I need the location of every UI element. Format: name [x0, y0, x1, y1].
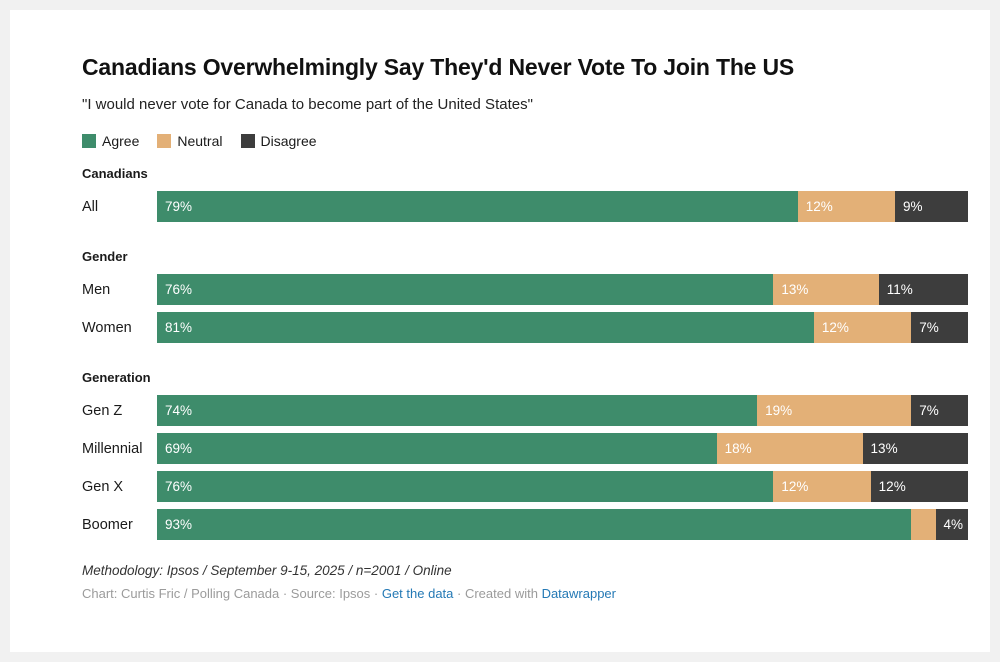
bar-track: 76% 13% 11%	[157, 274, 968, 305]
group-header: Gender	[82, 249, 128, 264]
legend-label-agree: Agree	[102, 133, 140, 149]
neutral-swatch-icon	[157, 134, 172, 148]
chart: Canadians All 79% 12% 9% Gender Men 76% 13% 11% Wo…	[82, 166, 968, 540]
agree-swatch-icon	[82, 134, 96, 148]
credit-text: Chart: Curtis Fric / Polling Canada · So…	[82, 586, 382, 601]
chart-card: Canadians Overwhelmingly Say They'd Neve…	[10, 10, 990, 652]
legend-item-disagree: Disagree	[240, 133, 317, 149]
bar-row: Gen Z 74% 19% 7%	[82, 395, 968, 426]
bar-segment-agree: 74%	[157, 395, 758, 426]
bar-segment-disagree: 12%	[870, 471, 968, 502]
legend-item-neutral: Neutral	[157, 133, 223, 149]
created-with-text: · Created with	[453, 586, 542, 601]
legend-label-neutral: Neutral	[177, 133, 223, 149]
bar-label: Gen Z	[82, 402, 123, 419]
credits-line: Chart: Curtis Fric / Polling Canada · So…	[82, 586, 968, 601]
bar-track: 81% 12% 7%	[157, 312, 968, 343]
bar-segment-agree: 93%	[157, 509, 912, 540]
bar-track: 74% 19% 7%	[157, 395, 968, 426]
bar-track: 93% 4%	[157, 509, 968, 540]
bar-label: Gen X	[82, 478, 124, 495]
bar-segment-agree: 76%	[157, 274, 774, 305]
bar-label: Women	[82, 319, 132, 336]
bar-row: All 79% 12% 9%	[82, 191, 968, 222]
bar-segment-agree: 81%	[157, 312, 814, 343]
group-header: Generation	[82, 370, 151, 385]
group-header: Canadians	[82, 166, 148, 181]
bar-segment-disagree: 7%	[911, 312, 968, 343]
bar-row: Women 81% 12% 7%	[82, 312, 968, 343]
bar-segment-disagree: 11%	[878, 274, 968, 305]
bar-row: Gen X 76% 12% 12%	[82, 471, 968, 502]
bar-segment-disagree: 9%	[895, 191, 968, 222]
bar-label: All	[82, 198, 99, 215]
bar-segment-agree: 79%	[157, 191, 798, 222]
bar-segment-agree: 69%	[157, 433, 717, 464]
bar-segment-neutral	[911, 509, 936, 540]
legend-label-disagree: Disagree	[260, 133, 317, 149]
bar-segment-disagree: 13%	[862, 433, 968, 464]
bar-segment-neutral: 18%	[716, 433, 863, 464]
bar-label: Millennial	[82, 440, 143, 457]
bar-row: Boomer 93% 4%	[82, 509, 968, 540]
get-the-data-link[interactable]: Get the data	[381, 586, 454, 601]
methodology-note: Methodology: Ipsos / September 9-15, 202…	[82, 563, 452, 578]
bar-segment-neutral: 12%	[797, 191, 895, 222]
bar-track: 79% 12% 9%	[157, 191, 968, 222]
bar-segment-neutral: 13%	[773, 274, 879, 305]
datawrapper-link[interactable]: Datawrapper	[541, 586, 616, 601]
page-title: Canadians Overwhelmingly Say They'd Neve…	[82, 54, 794, 80]
bar-segment-disagree: 7%	[911, 395, 968, 426]
bar-row: Millennial 69% 18% 13%	[82, 433, 968, 464]
disagree-swatch-icon	[240, 134, 255, 148]
bar-label: Men	[82, 281, 111, 298]
bar-track: 69% 18% 13%	[157, 433, 968, 464]
bar-track: 76% 12% 12%	[157, 471, 968, 502]
bar-row: Men 76% 13% 11%	[82, 274, 968, 305]
legend: Agree Neutral Disagree	[82, 133, 968, 149]
chart-footer: Methodology: Ipsos / September 9-15, 202…	[82, 563, 968, 601]
legend-item-agree: Agree	[82, 133, 139, 149]
bar-segment-neutral: 19%	[757, 395, 912, 426]
bar-segment-disagree: 4%	[935, 509, 968, 540]
bar-segment-neutral: 12%	[773, 471, 871, 502]
bar-segment-agree: 76%	[157, 471, 774, 502]
bar-label: Boomer	[82, 516, 133, 533]
chart-subtitle: "I would never vote for Canada to become…	[82, 96, 533, 113]
bar-segment-neutral: 12%	[813, 312, 912, 343]
